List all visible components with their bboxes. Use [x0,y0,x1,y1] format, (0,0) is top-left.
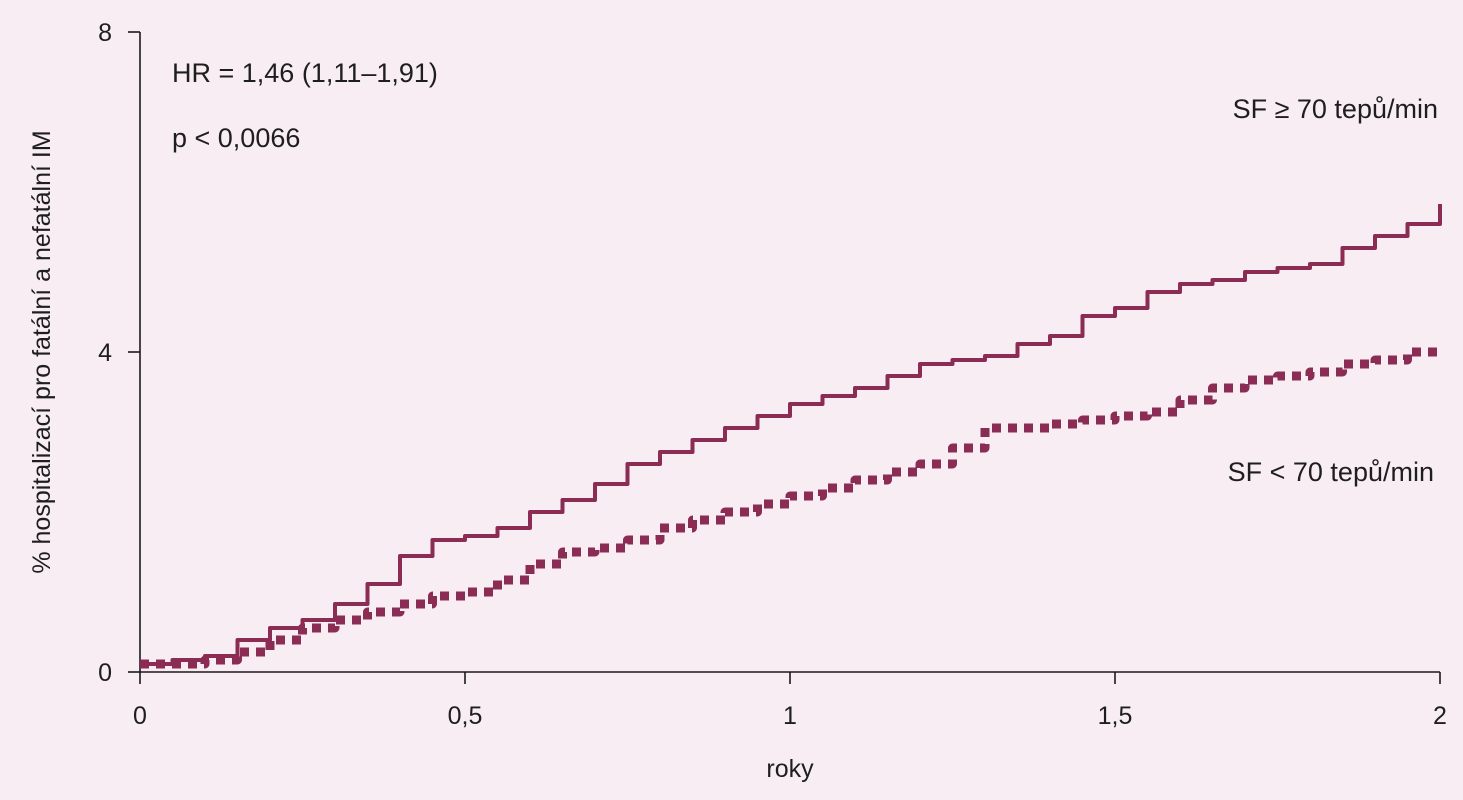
x-tick-label: 0 [133,702,147,730]
series-label-low: SF < 70 tepů/min [1228,457,1434,487]
y-tick-label: 8 [98,19,112,47]
x-tick-label: 0,5 [448,702,483,730]
ticks: 0 0,5 1 1,5 2 0 4 8 [98,19,1447,730]
series-line-high-hr [140,204,1442,666]
x-tick-label: 1 [783,702,797,730]
series-label-high: SF ≥ 70 tepů/min [1233,94,1438,124]
y-tick-label: 0 [98,659,112,687]
hr-annotation: HR = 1,46 (1,11–1,91) [172,58,438,88]
x-tick-label: 2 [1433,702,1447,730]
y-tick-label: 4 [98,339,112,367]
series-line-low-hr [140,347,1445,669]
p-value-annotation: p < 0,0066 [172,123,300,153]
x-tick-label: 1,5 [1098,702,1133,730]
y-axis-title: % hospitalizací pro fatální a nefatální … [28,130,56,573]
x-axis-title: roky [766,755,814,783]
series-layer [140,204,1445,669]
axes [139,32,1440,673]
